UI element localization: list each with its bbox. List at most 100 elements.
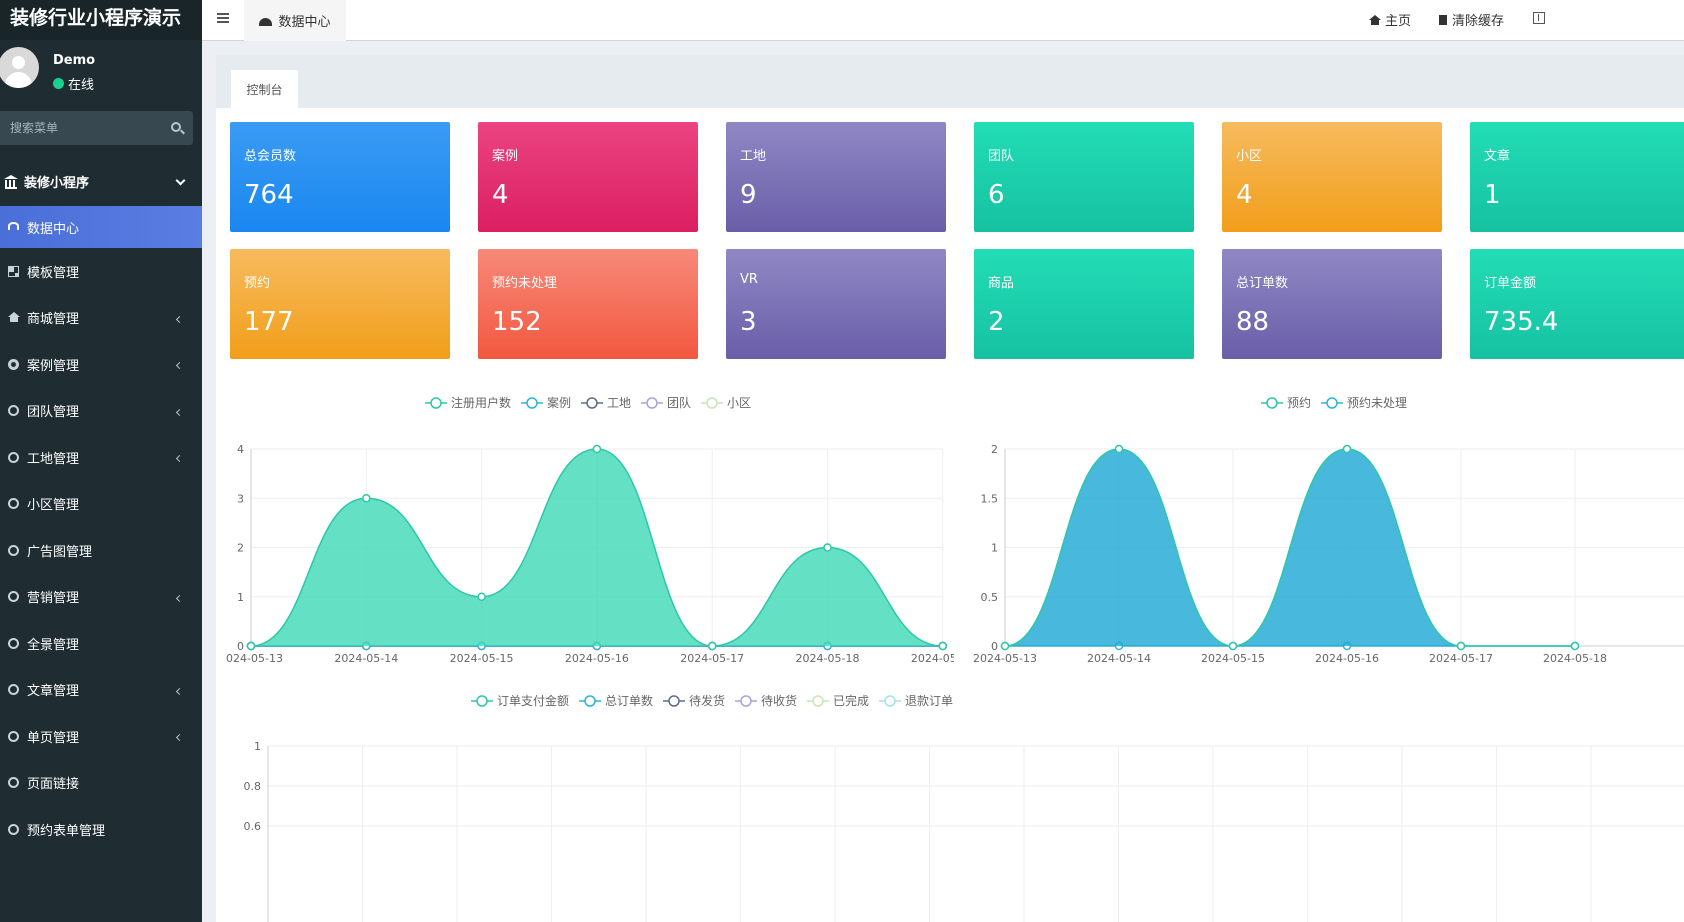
sidebar-item-3[interactable]: 案例管理 <box>0 341 202 388</box>
sidebar-item-7[interactable]: 广告图管理 <box>0 527 202 574</box>
sidebar-menu: 数据中心模板管理商城管理案例管理团队管理 工地管理小区管理广告图管理营销管理 全景管… <box>0 206 202 853</box>
circle-icon <box>8 730 19 742</box>
data-point <box>707 641 717 651</box>
stat-card[interactable]: 团队 6 <box>974 122 1194 232</box>
x-tick-label: 2024-05-14 <box>1087 652 1151 665</box>
legend-marker <box>812 695 824 707</box>
x-tick-label: 2024-05-14 <box>334 652 398 665</box>
x-tick-label: 2024-05-15 <box>450 652 514 665</box>
online-dot-icon <box>53 78 64 89</box>
circle-icon <box>8 498 19 510</box>
stat-card[interactable]: 总订单数 88 <box>1222 249 1442 359</box>
series-line <box>1004 448 1575 647</box>
stat-card-value: 1 <box>1484 180 1501 210</box>
legend-marker <box>668 695 680 707</box>
sidebar-item-10[interactable]: 文章管理 <box>0 667 202 714</box>
sidebar-item-13[interactable]: 预约表单管理 <box>0 806 202 853</box>
app-title[interactable]: 装修行业小程序演示 <box>0 0 202 40</box>
legend-label: 注册用户数 <box>451 395 511 410</box>
y-tick-label: 1 <box>237 591 244 604</box>
chevron-left-icon <box>175 594 184 602</box>
data-point <box>1342 444 1352 454</box>
sidebar-item-2[interactable]: 商城管理 <box>0 295 202 342</box>
circle-icon <box>8 591 19 603</box>
circle-icon <box>8 544 19 556</box>
sidebar-item-label: 小区管理 <box>27 498 80 514</box>
y-tick-label: 2 <box>991 443 998 456</box>
bank-icon <box>4 175 18 189</box>
legend-marker <box>1326 397 1338 409</box>
menu-search-input[interactable] <box>0 111 160 145</box>
stat-card[interactable]: 工地 9 <box>726 122 946 232</box>
x-tick-label: 2024-05-16 <box>565 652 629 665</box>
legend-marker <box>884 695 896 707</box>
chevron-down-icon <box>175 175 186 186</box>
clear-cache-link[interactable]: 清除缓存 <box>1439 10 1504 29</box>
sidebar-item-9[interactable]: 全景管理 <box>0 620 202 667</box>
stat-card[interactable]: 小区 4 <box>1222 122 1442 232</box>
chart-users-cases: 注册用户数 案例 工地 团队 小区 0 1 2 3 4 2024-05-13 2024-05-14 20… <box>226 395 954 665</box>
stat-card-title: 案例 <box>492 149 519 164</box>
legend-label: 订单支付金额 <box>497 693 569 708</box>
sidebar-item-label: 案例管理 <box>27 358 80 374</box>
legend-marker <box>740 695 752 707</box>
sidebar-item-12[interactable]: 页面链接 <box>0 760 202 807</box>
menu-header-label: 装修小程序 <box>24 175 90 191</box>
tab-console[interactable]: 控制台 <box>231 70 298 108</box>
stat-card[interactable]: 预约 177 <box>230 249 450 359</box>
chart-appointments: 预约 预约未处理 0 0.5 1 1.5 2 2024-05-13 2024-05-14 2024… <box>973 395 1684 665</box>
stat-card[interactable]: 订单金额 735.4 <box>1470 249 1684 359</box>
home-icon <box>8 312 20 323</box>
sidebar-item-label: 预约表单管理 <box>27 823 106 839</box>
tab-data-center[interactable]: 数据中心 <box>244 0 346 41</box>
sidebar-item-label: 数据中心 <box>27 221 80 237</box>
clear-cache-label: 清除缓存 <box>1452 14 1505 29</box>
circle-icon <box>8 405 19 417</box>
tab-label: 数据中心 <box>278 15 331 30</box>
x-tick-label: 2024-05-15 <box>1201 652 1265 665</box>
stat-card[interactable]: 商品 2 <box>974 249 1194 359</box>
home-label: 主页 <box>1385 14 1412 29</box>
sidebar-item-5[interactable]: 工地管理 <box>0 434 202 481</box>
avatar <box>0 47 39 88</box>
stat-card[interactable]: 案例 4 <box>478 122 698 232</box>
language-switch[interactable] <box>1533 12 1545 24</box>
dashboard-icon <box>8 222 19 230</box>
sidebar-item-label: 广告图管理 <box>27 544 93 560</box>
x-tick-label: 2024-05-18 <box>1543 652 1607 665</box>
stat-card-title: 订单金额 <box>1484 276 1537 291</box>
sidebar-item-11[interactable]: 单页管理 <box>0 713 202 760</box>
chevron-left-icon <box>175 315 184 323</box>
home-link[interactable]: 主页 <box>1369 10 1411 29</box>
chevron-left-icon <box>175 454 184 463</box>
menu-header-miniprogram[interactable]: 装修小程序 <box>0 159 202 203</box>
stat-card[interactable]: VR 3 <box>726 249 946 359</box>
legend-marker <box>706 397 718 409</box>
sidebar-item-label: 商城管理 <box>27 312 80 328</box>
sidebar-item-label: 模板管理 <box>27 265 80 281</box>
sidebar-item-0[interactable]: 数据中心 <box>0 206 202 248</box>
sidebar-item-6[interactable]: 小区管理 <box>0 481 202 528</box>
sidebar-item-label: 页面链接 <box>27 777 80 793</box>
stat-card-title: 预约 <box>244 276 271 291</box>
data-point <box>362 494 371 503</box>
stat-card-value: 152 <box>492 307 542 337</box>
legend-marker <box>476 695 488 707</box>
stat-card[interactable]: 总会员数 764 <box>230 122 450 232</box>
legend-marker <box>586 397 598 409</box>
stat-card-value: 177 <box>244 307 294 337</box>
chevron-left-icon <box>175 687 184 695</box>
search-icon[interactable] <box>171 122 181 132</box>
stat-card[interactable]: 文章 1 <box>1470 122 1684 232</box>
circle-icon <box>8 823 19 835</box>
language-icon <box>1533 12 1545 24</box>
chart-orders: 订单支付金额 总订单数 待发货 待收货 已完成 退款订单 0.6 0.8 1 <box>244 693 1684 922</box>
sidebar-toggle-icon[interactable] <box>217 13 229 23</box>
sidebar-item-1[interactable]: 模板管理 <box>0 248 202 295</box>
sidebar-item-8[interactable]: 营销管理 <box>0 574 202 621</box>
data-point <box>477 592 486 601</box>
stat-card[interactable]: 预约未处理 152 <box>478 249 698 359</box>
sidebar-item-4[interactable]: 团队管理 <box>0 388 202 435</box>
legend-label: 小区 <box>727 396 751 410</box>
x-tick-label: 2024-05-18 <box>796 652 860 665</box>
